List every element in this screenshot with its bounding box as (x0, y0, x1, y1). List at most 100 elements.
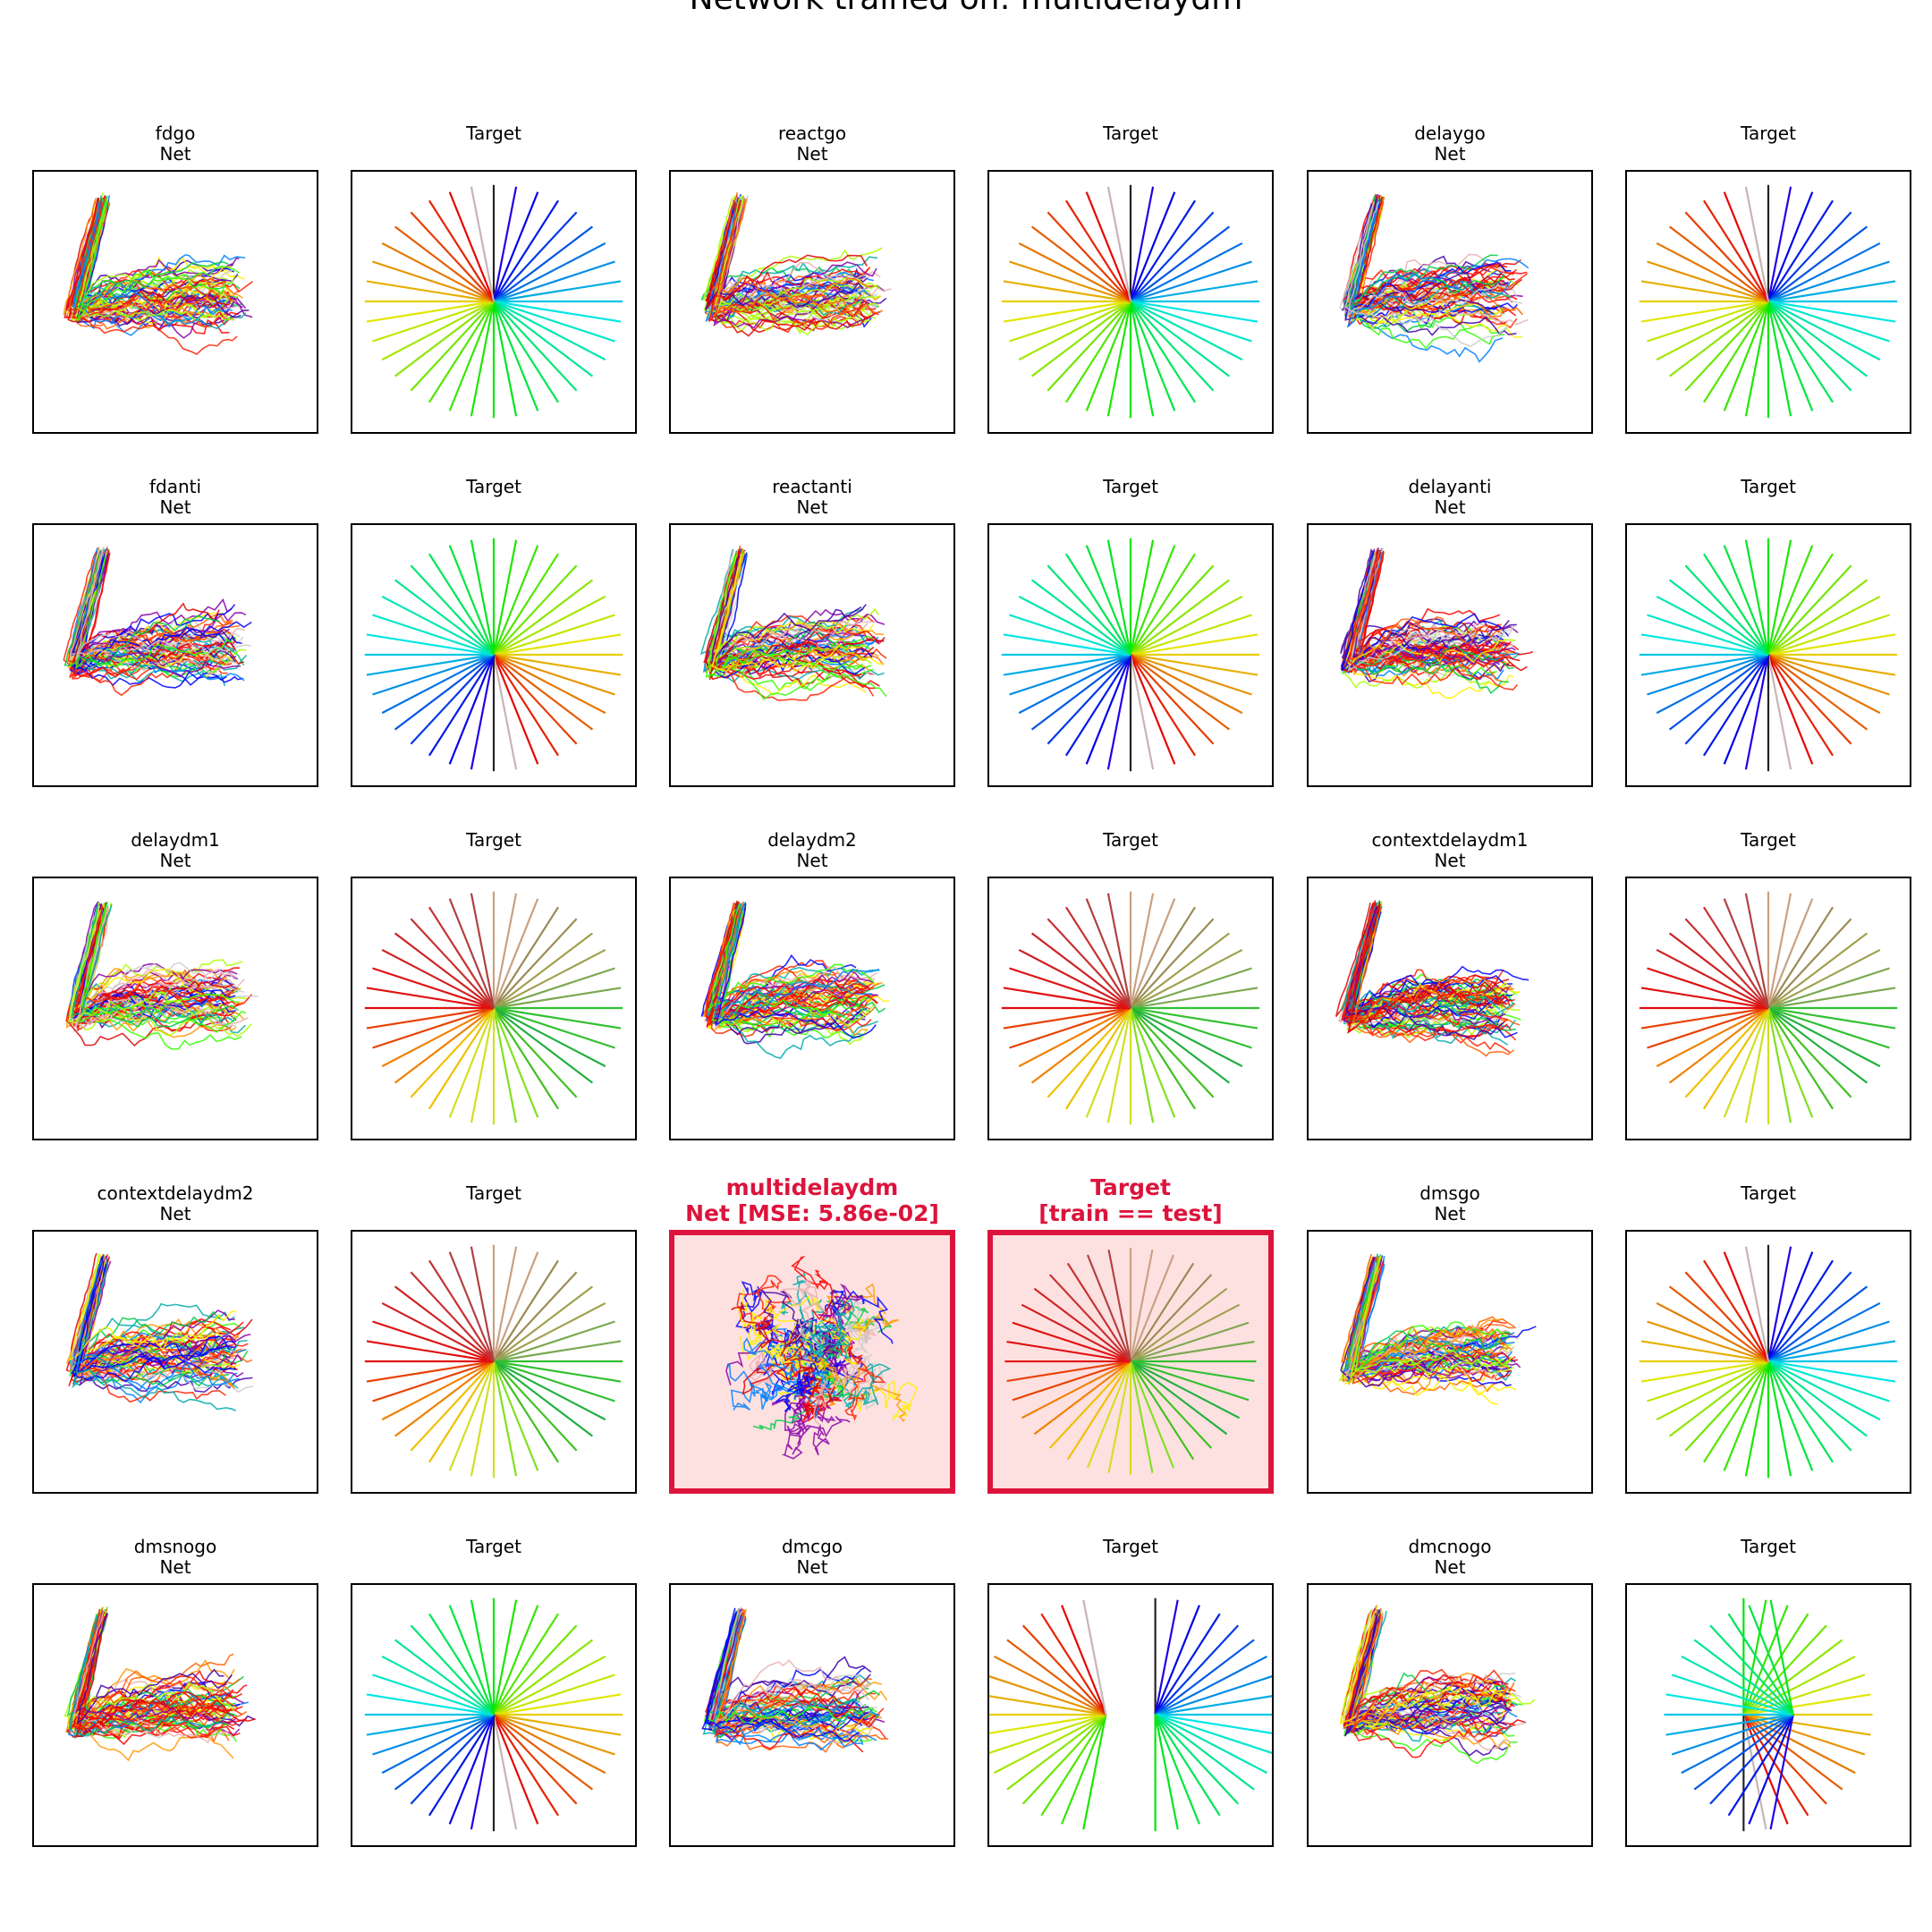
trajectory-line (718, 911, 872, 1030)
panel-title-line: Target (1103, 476, 1158, 497)
target-direction-line (1130, 1262, 1195, 1362)
trajectory-line (68, 903, 236, 1021)
trajectory-line (715, 902, 877, 1039)
target-direction-line (1130, 653, 1258, 676)
target-direction-line (410, 654, 495, 745)
target-direction-line (1012, 1360, 1131, 1402)
target-panel: Target [train == test] (987, 1174, 1274, 1494)
panel-title-line: dmcnogo (1408, 1536, 1492, 1557)
panel-title: Target (1572, 1537, 1932, 1557)
target-direction-line (372, 614, 495, 657)
target-direction-line (1030, 932, 1131, 1009)
target-direction-line (1744, 1360, 1770, 1477)
target-direction-line (1046, 211, 1131, 302)
target-direction-line (1744, 893, 1770, 1009)
target-direction-line (1684, 564, 1769, 656)
panel-title-line: Net (159, 143, 191, 165)
target-direction-line (1130, 1007, 1231, 1084)
panel-title-line: Target (466, 1536, 521, 1557)
panel-title-line: Net (159, 496, 191, 518)
trajectory-line (71, 1255, 230, 1375)
target-direction-line (1767, 987, 1896, 1010)
target-direction-line (1129, 893, 1155, 1009)
target-direction-line (410, 1624, 495, 1716)
target-direction-line (1106, 301, 1132, 417)
plot-area (1625, 170, 1911, 434)
panel-title: dmsgo Net (1253, 1183, 1647, 1224)
target-direction-line (428, 1007, 495, 1110)
panel-title-line: Net (796, 1556, 828, 1578)
panel-title: Target (297, 477, 691, 497)
trajectory-line (708, 200, 879, 334)
target-direction-line (492, 1714, 518, 1830)
target-direction-line (394, 225, 495, 302)
target-direction-line (1006, 1714, 1107, 1791)
trajectory-line (64, 553, 220, 666)
target-direction-line (1046, 564, 1131, 656)
target-direction-line (492, 1714, 539, 1825)
panel-title-line: Target (1741, 1182, 1796, 1204)
target-direction-line (1656, 1007, 1769, 1068)
target-direction-line (1748, 1605, 1794, 1716)
target-direction-line (492, 1360, 518, 1477)
trajectory-line (75, 1615, 233, 1738)
target-direction-line (1018, 948, 1131, 1009)
trajectory-line (807, 1354, 869, 1393)
panel-title: Target [train == test] (934, 1174, 1327, 1226)
target-direction-line (1130, 633, 1258, 657)
panel-title-line: Net (1434, 850, 1466, 871)
target-direction-line (1085, 654, 1132, 765)
trajectory-line (707, 1612, 877, 1725)
target-direction-line (1130, 300, 1258, 323)
target-direction-line (470, 893, 496, 1009)
target-direction-line (493, 987, 622, 1010)
trajectory-line (72, 1610, 236, 1725)
target-direction-line (1130, 1360, 1228, 1436)
panel-title-line: Target (1103, 123, 1158, 144)
target-direction-line (493, 1006, 622, 1030)
target-direction-line (1064, 553, 1131, 656)
target-direction-line (1709, 1714, 1794, 1805)
trajectory-line (799, 1298, 855, 1360)
target-direction-line (493, 1360, 578, 1452)
target-direction-line (1742, 1599, 1767, 1716)
target-direction-line (1767, 564, 1852, 656)
target-direction-line (1021, 1624, 1107, 1716)
panel-title-line: Net [MSE: 5.86e-02] (685, 1200, 939, 1226)
target-direction-line (1744, 1246, 1770, 1362)
target-direction-line (381, 948, 495, 1009)
target-direction-line (1767, 1007, 1852, 1098)
target-direction-line (428, 1360, 495, 1463)
target-direction-line (493, 906, 560, 1009)
panel-title-line: reactanti (772, 476, 852, 497)
target-direction-line (1684, 301, 1769, 392)
target-direction-line (448, 301, 496, 411)
target-direction-line (1130, 654, 1231, 731)
trajectory-line (778, 1291, 846, 1347)
target-direction-line (1668, 301, 1769, 377)
target-direction-line (1767, 654, 1835, 757)
plot-area (987, 523, 1274, 787)
target-direction-line (1009, 260, 1131, 303)
trajectory-line (76, 199, 227, 322)
target-direction-line (1727, 1714, 1794, 1817)
target-direction-line (1130, 553, 1197, 656)
target-direction-line (1154, 1613, 1221, 1716)
plot-area (32, 1583, 318, 1847)
target-direction-line (492, 1251, 539, 1362)
trajectory-line (804, 1331, 843, 1369)
target-panel: Target (1625, 1183, 1911, 1494)
target-direction-line (1702, 199, 1769, 302)
target-direction-line (493, 918, 578, 1009)
target-direction-line (1033, 1360, 1131, 1436)
panel-title-line: Target (1103, 1536, 1158, 1557)
trajectory-plot (725, 1256, 919, 1460)
target-direction-line (1154, 1624, 1240, 1716)
net-panel: contextdelaydm1 Net (1307, 830, 1593, 1140)
panel-title-line: Net (796, 496, 828, 518)
target-direction-line (1671, 1713, 1793, 1756)
target-direction-line (448, 191, 496, 302)
target-direction-line (1647, 1320, 1769, 1363)
trajectory-plot (64, 1606, 256, 1762)
panel-title: Target (297, 1183, 691, 1204)
